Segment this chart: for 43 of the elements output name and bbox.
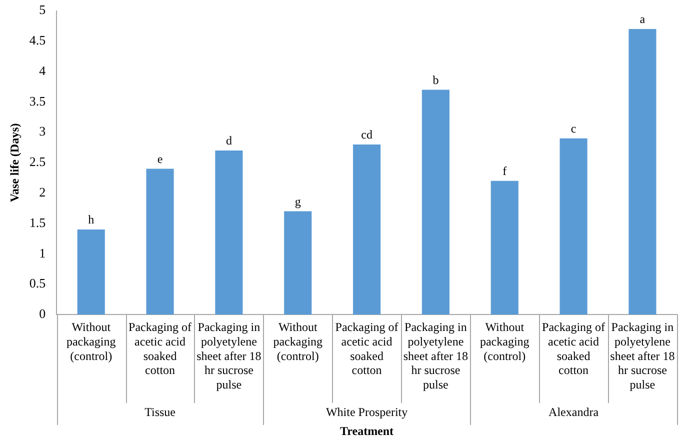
bar — [146, 168, 174, 315]
y-tick-label: 4.5 — [29, 32, 46, 48]
y-tick-label: 1 — [39, 245, 46, 260]
x-tick-label: Packaging in polyetylene sheet after 18 hr sucrose pulse — [196, 320, 262, 392]
x-tick-label: Packaging in polyetylene sheet after 18 hr sucrose pulse — [403, 320, 468, 392]
data-label: g — [294, 194, 301, 208]
x-axis-title: Treatment — [340, 424, 394, 438]
y-tick-label: 0.5 — [29, 276, 46, 291]
data-label: h — [88, 212, 94, 227]
bar — [284, 211, 312, 315]
x-tick-label: Packaging of acetic acid soaked cotton — [335, 320, 398, 378]
data-label: c — [570, 122, 576, 136]
data-label: d — [226, 134, 232, 148]
y-tick-label: 2 — [39, 184, 46, 200]
x-tick-label: Packaging of acetic acid soaked cotton — [542, 320, 606, 378]
y-tick-label: 5 — [39, 2, 46, 18]
x-tick-label: Without packaging (control) — [273, 320, 323, 363]
data-label: cd — [361, 128, 372, 142]
y-tick-label: 3 — [39, 124, 46, 139]
y-tick-label: 1.5 — [29, 214, 46, 230]
y-tick-label: 4 — [39, 62, 46, 78]
y-tick-label: 2.5 — [29, 154, 46, 170]
text: Alexandra — [548, 405, 600, 420]
data-label: f — [502, 164, 507, 178]
data-label: e — [157, 152, 163, 166]
bar — [628, 29, 656, 315]
bar — [353, 144, 381, 315]
x-tick-label: Without packaging (control) — [480, 320, 530, 363]
bar — [560, 138, 588, 315]
bar — [422, 90, 450, 315]
bar — [490, 180, 518, 315]
text: Tissue — [144, 405, 176, 420]
y-tick-label: 3.5 — [29, 93, 46, 108]
data-label: b — [432, 72, 439, 87]
bar — [215, 150, 243, 315]
x-tick-label: Without packaging (control) — [66, 320, 116, 363]
x-tick-label: Packaging of acetic acid soaked cotton — [128, 320, 192, 378]
text: White Prosperity — [326, 405, 408, 420]
y-tick-label: 0 — [39, 306, 46, 322]
data-label: a — [640, 12, 646, 26]
x-tick-label: Packaging in polyetylene sheet after 18 hr sucrose pulse — [610, 320, 675, 392]
y-axis-title: Vase life (Days) — [7, 123, 22, 202]
bar — [77, 230, 105, 315]
